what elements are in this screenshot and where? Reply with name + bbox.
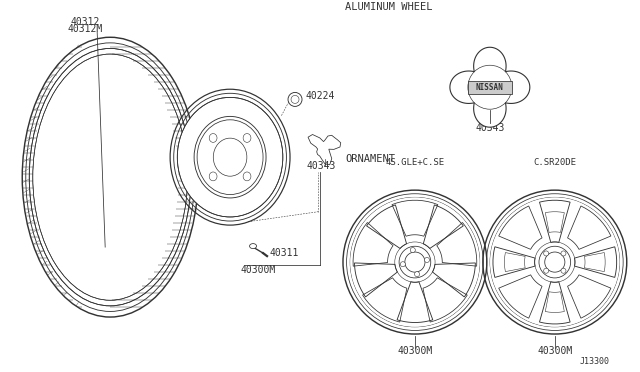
Circle shape	[561, 268, 566, 273]
Circle shape	[401, 262, 405, 267]
Text: 4S.GLE+C.SE: 4S.GLE+C.SE	[385, 158, 445, 167]
Circle shape	[410, 247, 415, 253]
Ellipse shape	[197, 120, 263, 195]
Text: 40224: 40224	[305, 92, 334, 102]
Text: C.SR20DE: C.SR20DE	[533, 158, 576, 167]
Circle shape	[399, 246, 431, 278]
Circle shape	[539, 246, 571, 278]
Circle shape	[543, 268, 548, 273]
Ellipse shape	[209, 134, 217, 142]
Circle shape	[350, 197, 479, 327]
Ellipse shape	[250, 244, 257, 248]
Circle shape	[490, 197, 620, 327]
Text: 40300M: 40300M	[240, 265, 275, 275]
Text: 40300M: 40300M	[397, 346, 433, 356]
Text: 40343: 40343	[307, 161, 336, 171]
FancyBboxPatch shape	[468, 81, 512, 94]
Text: NISSAN: NISSAN	[476, 83, 504, 92]
Circle shape	[405, 252, 425, 272]
Ellipse shape	[243, 134, 251, 142]
Circle shape	[561, 251, 566, 256]
Text: 40312: 40312	[70, 17, 100, 27]
Circle shape	[288, 92, 302, 106]
Text: 40312M: 40312M	[68, 24, 103, 34]
Polygon shape	[450, 47, 530, 127]
Text: 40311: 40311	[269, 248, 298, 258]
Circle shape	[424, 257, 429, 263]
Ellipse shape	[213, 138, 247, 176]
Text: ORNAMENT: ORNAMENT	[345, 154, 395, 164]
Ellipse shape	[243, 172, 251, 181]
Circle shape	[415, 272, 420, 277]
Ellipse shape	[177, 97, 283, 217]
Circle shape	[291, 96, 299, 103]
Ellipse shape	[34, 55, 187, 299]
Text: ALUMINUM WHEEL: ALUMINUM WHEEL	[345, 2, 433, 12]
Ellipse shape	[209, 172, 217, 181]
Circle shape	[543, 251, 548, 256]
Text: 40343: 40343	[475, 123, 504, 133]
Text: 40300M: 40300M	[537, 346, 572, 356]
Text: J13300: J13300	[580, 357, 610, 366]
Circle shape	[545, 252, 565, 272]
